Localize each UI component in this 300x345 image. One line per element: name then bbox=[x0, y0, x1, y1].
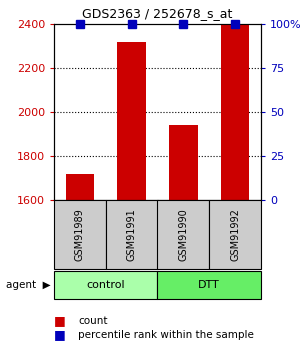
Bar bbox=[209, 200, 261, 269]
Bar bbox=[221, 24, 249, 200]
Bar bbox=[66, 174, 94, 200]
Bar bbox=[106, 200, 158, 269]
Text: ■: ■ bbox=[54, 328, 66, 341]
Text: percentile rank within the sample: percentile rank within the sample bbox=[78, 330, 254, 339]
Bar bbox=[54, 200, 106, 269]
Text: count: count bbox=[78, 316, 107, 326]
Bar bbox=[54, 270, 158, 298]
Text: GSM91991: GSM91991 bbox=[127, 208, 136, 261]
Bar bbox=[158, 200, 209, 269]
Bar bbox=[117, 42, 146, 200]
Text: DTT: DTT bbox=[198, 280, 220, 289]
Text: GSM91989: GSM91989 bbox=[75, 208, 85, 261]
Text: GSM91992: GSM91992 bbox=[230, 208, 240, 261]
Bar bbox=[169, 125, 198, 200]
Text: agent  ▶: agent ▶ bbox=[6, 280, 51, 289]
Text: ■: ■ bbox=[54, 314, 66, 327]
Text: GSM91990: GSM91990 bbox=[178, 208, 188, 261]
Bar bbox=[158, 270, 261, 298]
Text: control: control bbox=[86, 280, 125, 289]
Title: GDS2363 / 252678_s_at: GDS2363 / 252678_s_at bbox=[82, 7, 233, 20]
